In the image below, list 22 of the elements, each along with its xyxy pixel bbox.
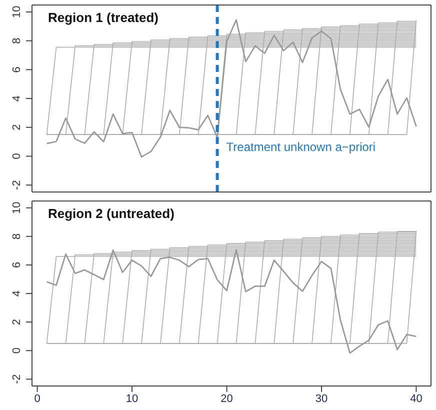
x-tick-label: 10 [126,392,138,405]
y-tick-label: 6 [11,262,23,268]
y-tick-label: 10 [11,6,23,18]
y-tick-label: -2 [11,374,23,384]
x-tick-label: 0 [34,392,40,405]
y-tick-label: 2 [11,124,23,130]
chart-title: Region 2 (untreated) [48,206,174,221]
x-tick-label: 20 [220,392,233,405]
y-tick-label: 8 [11,38,23,44]
y-tick-label: 4 [11,95,23,102]
y-tick-label: 4 [11,290,23,297]
y-tick-label: 0 [11,348,23,354]
x-tick-label: 40 [410,392,422,405]
y-tick-label: 8 [11,233,23,240]
y-tick-label: 10 [11,202,23,214]
y-tick-label: -2 [11,180,23,190]
chart-title: Region 1 (treated) [48,10,159,25]
x-tick-label: 30 [315,392,328,405]
y-tick-label: 0 [11,153,23,160]
y-tick-label: 2 [11,318,23,326]
y-tick-label: 6 [11,66,23,73]
ref-line-label: Treatment unknown a−priori [226,140,376,154]
